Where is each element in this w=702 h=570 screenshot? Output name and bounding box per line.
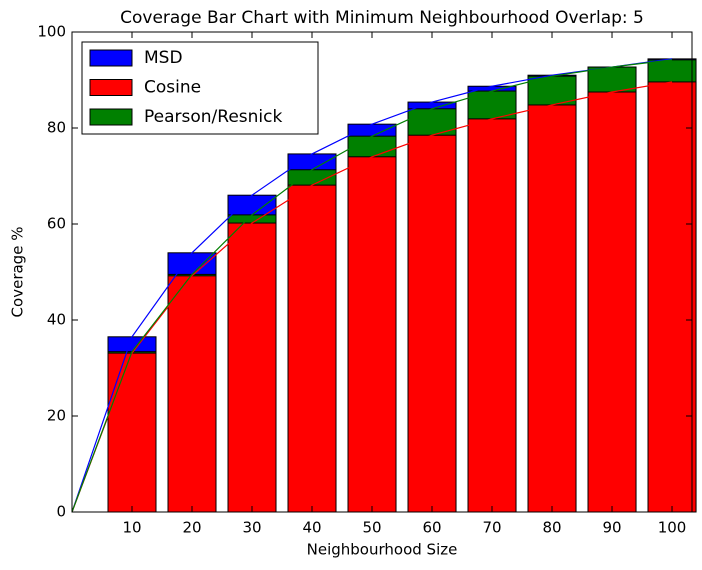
bar bbox=[287, 184, 337, 513]
x-tick-label: 10 bbox=[122, 519, 141, 537]
y-axis-label: Coverage % bbox=[9, 227, 27, 318]
legend-swatch bbox=[89, 108, 133, 126]
plot-frame bbox=[71, 31, 693, 513]
chart-title: Coverage Bar Chart with Minimum Neighbou… bbox=[120, 8, 644, 28]
y-tick-label: 20 bbox=[47, 407, 66, 425]
x-tick-label: 100 bbox=[658, 519, 687, 537]
legend-swatch bbox=[89, 79, 133, 96]
bar bbox=[167, 275, 217, 513]
x-tick-label: 50 bbox=[362, 519, 381, 537]
legend-label: Cosine bbox=[144, 78, 201, 98]
bar bbox=[527, 104, 577, 513]
bar bbox=[587, 91, 637, 513]
legend-label: MSD bbox=[144, 48, 183, 68]
bar bbox=[467, 118, 517, 513]
x-axis-label: Neighbourhood Size bbox=[307, 541, 458, 559]
x-tick-label: 90 bbox=[602, 519, 621, 537]
bar bbox=[347, 156, 397, 513]
x-tick-label: 20 bbox=[182, 519, 201, 537]
legend-label: Pearson/Resnick bbox=[144, 107, 282, 127]
bar bbox=[107, 352, 157, 513]
y-tick-label: 80 bbox=[47, 119, 66, 137]
y-tick-label: 100 bbox=[37, 23, 66, 41]
series-line bbox=[71, 81, 673, 513]
series-line bbox=[71, 58, 673, 513]
legend-swatch bbox=[89, 49, 133, 67]
x-tick-label: 60 bbox=[422, 519, 441, 537]
y-tick-label: 0 bbox=[56, 503, 66, 521]
y-tick-label: 60 bbox=[47, 215, 66, 233]
x-tick-label: 40 bbox=[302, 519, 321, 537]
x-tick-label: 80 bbox=[542, 519, 561, 537]
bar bbox=[227, 222, 277, 513]
bar bbox=[647, 81, 697, 513]
x-tick-label: 30 bbox=[242, 519, 261, 537]
x-tick-label: 70 bbox=[482, 519, 501, 537]
series-line bbox=[71, 59, 673, 513]
bar bbox=[407, 134, 457, 513]
y-tick-label: 40 bbox=[47, 311, 66, 329]
